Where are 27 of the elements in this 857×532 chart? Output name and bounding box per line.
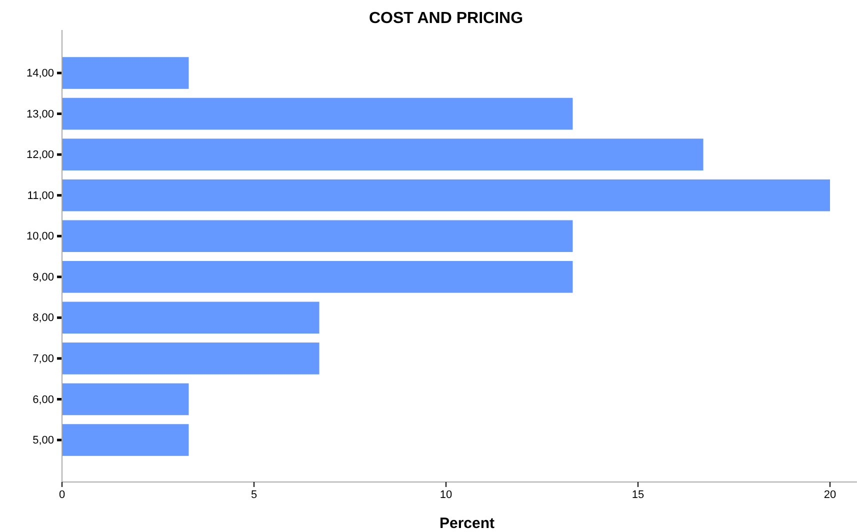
bar — [62, 138, 704, 170]
y-tick-label: 5,00 — [32, 434, 54, 447]
x-tick-label: 10 — [440, 488, 452, 501]
y-tick-label: 10,00 — [26, 230, 54, 243]
bar — [62, 260, 573, 293]
bar — [62, 383, 189, 416]
y-tick-label: 8,00 — [32, 312, 54, 324]
y-tick-label: 14,00 — [26, 68, 54, 80]
x-tick-label: 20 — [824, 488, 836, 501]
y-tick-label: 12,00 — [26, 149, 54, 162]
bar — [62, 302, 320, 334]
x-tick-label: 15 — [632, 488, 644, 501]
y-tick-label: 7,00 — [32, 352, 54, 365]
bar — [62, 98, 573, 130]
x-axis-title: Percent — [439, 515, 495, 532]
bar — [62, 220, 573, 252]
y-tick-label: 9,00 — [32, 271, 54, 284]
y-tick-label: 6,00 — [32, 394, 54, 406]
chart-title: COST AND PRICING — [368, 10, 524, 27]
bar — [62, 424, 189, 456]
x-tick-label: 5 — [250, 488, 258, 501]
y-tick-label: 11,00 — [27, 190, 54, 202]
bar — [62, 342, 320, 374]
bar — [62, 57, 189, 89]
y-tick-label: 13,00 — [26, 108, 54, 120]
bar — [62, 179, 830, 212]
x-tick-label: 0 — [58, 488, 66, 501]
